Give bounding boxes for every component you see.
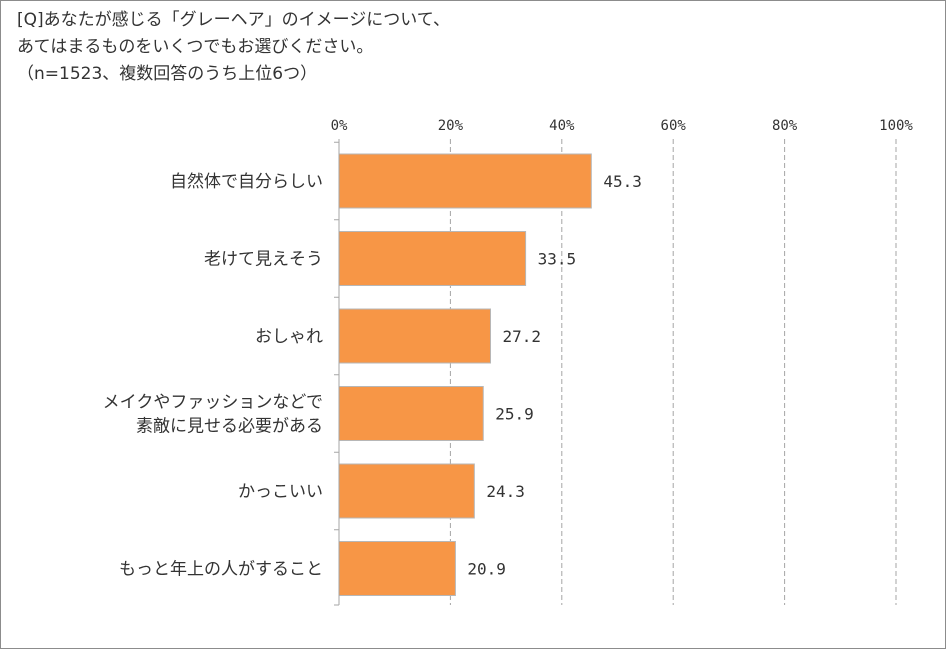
tick-label: 80% xyxy=(772,118,798,134)
bar xyxy=(338,153,592,209)
category-label: 老けて見えそう xyxy=(204,250,323,270)
title-line-1: [Q]あなたが感じる「グレーヘア」のイメージについて、 xyxy=(17,10,450,30)
bar xyxy=(338,386,484,441)
tick-label: 20% xyxy=(438,118,464,134)
tick-label: 100% xyxy=(879,118,913,134)
bar xyxy=(338,463,475,519)
bar xyxy=(338,308,492,364)
title-line-3: （n=1523、複数回答のうち上位6つ） xyxy=(17,64,318,84)
data-label: 27.2 xyxy=(503,327,542,346)
data-label: 24.3 xyxy=(486,482,525,501)
data-label: 20.9 xyxy=(467,560,506,579)
data-label: 45.3 xyxy=(603,172,642,191)
tick-label: 60% xyxy=(661,118,687,134)
category-label: おしゃれ xyxy=(255,327,323,347)
category-label: メイクやファッションなどで xyxy=(103,393,323,413)
category-label: 素敵に見せる必要がある xyxy=(136,417,323,437)
bar xyxy=(338,231,527,286)
tick-label: 0% xyxy=(331,118,348,134)
category-label: 自然体で自分らしい xyxy=(170,172,323,192)
title-line-2: あてはまるものをいくつでもお選びください。 xyxy=(17,37,374,57)
chart-title: [Q]あなたが感じる「グレーヘア」のイメージについて、 あてはまるものをいくつで… xyxy=(17,7,917,88)
tick-label: 40% xyxy=(549,118,575,134)
category-label: かっこいい xyxy=(238,482,323,502)
data-label: 33.5 xyxy=(538,250,577,269)
category-label: もっと年上の人がすること xyxy=(119,560,323,580)
bar xyxy=(338,541,456,596)
data-label: 25.9 xyxy=(495,405,534,424)
